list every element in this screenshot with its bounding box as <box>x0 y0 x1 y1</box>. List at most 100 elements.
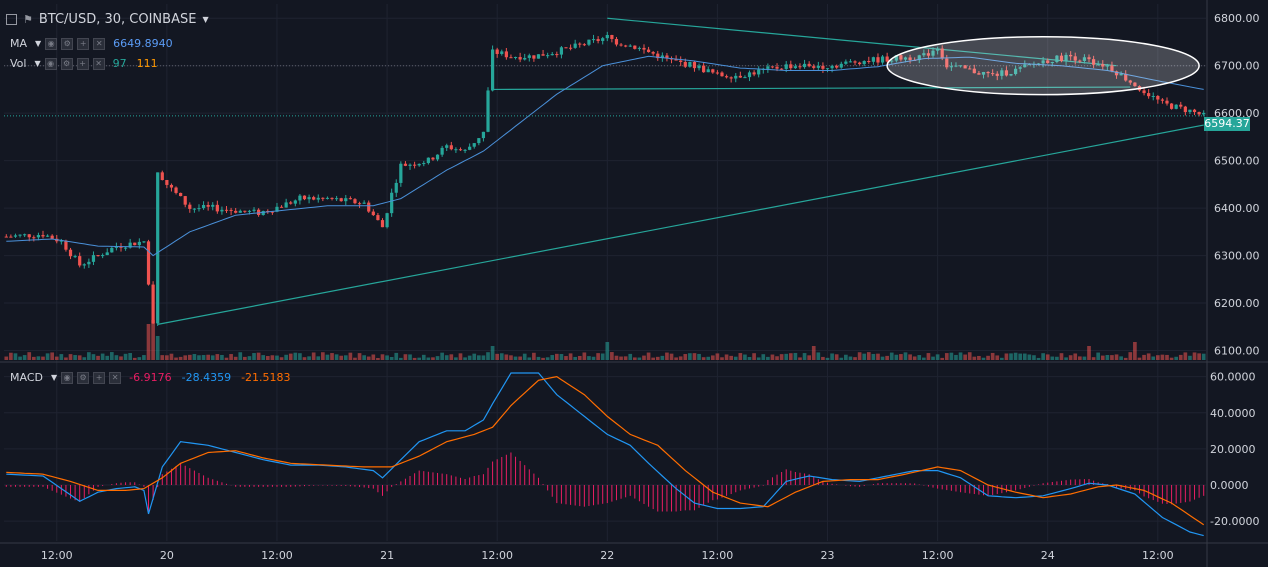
candle-body <box>23 234 27 236</box>
chevron-down-icon[interactable]: ▼ <box>35 39 42 48</box>
candle-body <box>500 51 504 54</box>
candle-body <box>1174 104 1178 109</box>
eye-icon[interactable]: ◉ <box>61 371 74 384</box>
volume-bar <box>467 355 472 360</box>
candle-body <box>293 200 297 204</box>
close-icon[interactable]: ✕ <box>92 57 105 70</box>
volume-bar <box>275 355 279 360</box>
candle-body <box>1014 68 1018 75</box>
candle-body <box>899 55 903 60</box>
candle-body <box>963 65 967 69</box>
candle-body <box>41 235 45 237</box>
plus-icon[interactable]: + <box>77 37 90 50</box>
chevron-down-icon[interactable]: ▼ <box>50 373 58 382</box>
candle-body <box>284 202 288 208</box>
candle-body <box>114 246 119 248</box>
volume-bar <box>532 352 536 360</box>
candle-body <box>1009 74 1013 76</box>
symbol-header[interactable]: ⚑ BTC/USD, 30, COINBASE ▼ <box>6 12 209 27</box>
plus-icon[interactable]: + <box>93 371 106 384</box>
macd-histogram <box>5 452 1205 514</box>
candle-body <box>422 163 426 165</box>
volume-bar <box>1123 357 1128 360</box>
trendline-support[interactable] <box>157 124 1204 325</box>
volume-bar <box>417 357 422 360</box>
close-icon[interactable]: ✕ <box>93 37 106 50</box>
price-tick-label: 6100.00 <box>1214 345 1260 358</box>
volume-bar <box>1183 352 1188 360</box>
candle-body <box>1036 63 1041 65</box>
plus-icon[interactable]: + <box>76 57 89 70</box>
ma-indicator-name[interactable]: MA <box>10 37 28 50</box>
volume-bar <box>224 357 229 360</box>
drawn-trendlines[interactable] <box>157 17 1204 325</box>
eye-icon[interactable]: ◉ <box>44 57 57 70</box>
candle-body <box>936 48 940 51</box>
candle-body <box>509 57 513 59</box>
candle-body <box>335 198 339 200</box>
candle-body <box>527 55 531 58</box>
volume-bar <box>839 357 844 360</box>
candle-body <box>633 45 637 49</box>
candle-body <box>371 211 375 216</box>
volume-bar <box>54 356 59 360</box>
candle-body <box>596 39 600 41</box>
volume-bar <box>903 352 908 360</box>
candle-body <box>229 209 233 211</box>
trendline-base[interactable] <box>492 86 1131 91</box>
volume-bar <box>210 355 215 360</box>
candle-body <box>1114 71 1119 76</box>
candle-body <box>408 164 412 166</box>
volume-bar <box>889 352 894 360</box>
volume-bar <box>527 357 532 360</box>
gear-icon[interactable]: ⚙ <box>60 57 73 70</box>
candle-body <box>614 38 619 45</box>
macd-indicator-name[interactable]: MACD <box>10 371 43 384</box>
volume-bar <box>499 353 504 360</box>
collapse-square-icon[interactable] <box>6 14 17 25</box>
volume-bar <box>655 356 660 360</box>
volume-bar <box>954 354 958 360</box>
symbol-title[interactable]: BTC/USD, 30, COINBASE <box>38 12 197 27</box>
candle-body <box>977 73 981 75</box>
candle-body <box>160 172 164 181</box>
gear-icon[interactable]: ⚙ <box>61 37 74 50</box>
volume-bar <box>151 320 155 360</box>
last-price-badge: 6594.37 <box>1204 117 1250 131</box>
volume-bar <box>605 342 610 360</box>
chevron-down-icon[interactable]: ▼ <box>202 15 209 24</box>
volume-bar <box>371 354 376 360</box>
candle-body <box>839 63 843 68</box>
volume-bar <box>922 357 926 360</box>
volume-bar <box>201 355 206 360</box>
vol-indicator-name[interactable]: Vol <box>10 57 27 70</box>
close-icon[interactable]: ✕ <box>109 371 122 384</box>
volume-bar <box>545 357 550 360</box>
volume-bar <box>1174 356 1179 360</box>
candle-body <box>995 73 999 76</box>
volume-bar <box>1201 353 1206 360</box>
candle-body <box>876 57 880 63</box>
volume-bar <box>265 356 270 360</box>
volume-bar <box>256 352 261 360</box>
candle-body <box>908 57 912 60</box>
gear-icon[interactable]: ⚙ <box>77 371 90 384</box>
volume-bar <box>715 353 720 360</box>
flag-icon[interactable]: ⚑ <box>23 13 33 26</box>
candle-body <box>68 249 73 257</box>
eye-icon[interactable]: ◉ <box>45 37 58 50</box>
chevron-down-icon[interactable]: ▼ <box>34 59 41 68</box>
volume-bar <box>1128 352 1133 360</box>
candle-body <box>458 149 463 151</box>
candle-body <box>1078 60 1082 62</box>
trendline-upper[interactable] <box>607 17 1117 67</box>
highlight-ellipse[interactable] <box>886 36 1200 96</box>
candle-body <box>568 47 573 49</box>
volume-bar <box>59 354 64 360</box>
price-tick-label: 6800.00 <box>1214 12 1260 25</box>
candle-body <box>481 131 486 139</box>
candle-body <box>87 261 91 265</box>
candle-body <box>224 209 229 211</box>
volume-bar <box>591 356 596 360</box>
